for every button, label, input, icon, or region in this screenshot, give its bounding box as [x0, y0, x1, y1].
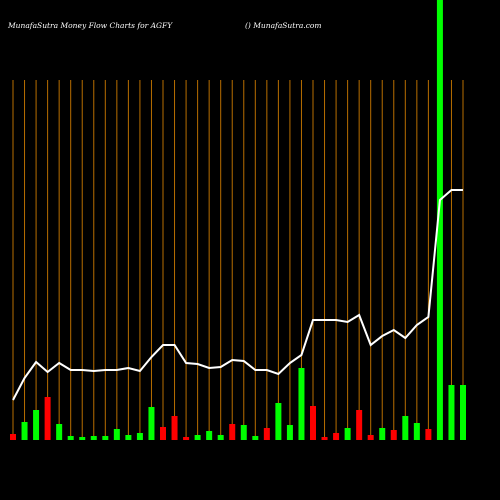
bar [90, 436, 97, 440]
bar [148, 407, 155, 440]
bar [310, 406, 316, 440]
bar [298, 368, 305, 440]
bar [448, 385, 455, 440]
bar [275, 403, 282, 440]
bar [333, 433, 340, 440]
bar [113, 429, 120, 440]
bar [344, 428, 351, 440]
price-line [12, 189, 463, 401]
bar [229, 424, 236, 440]
chart-subtitle: () MunafaSutra.com [245, 21, 322, 30]
bar [183, 437, 190, 440]
bar [44, 397, 51, 440]
bar [102, 436, 109, 440]
bar [217, 435, 224, 440]
bar [402, 416, 409, 440]
bar [79, 437, 86, 440]
bar [321, 437, 328, 440]
bar [460, 385, 466, 440]
bar [160, 427, 166, 440]
bar [33, 410, 40, 440]
bar [240, 425, 247, 440]
bar [367, 435, 374, 440]
bar [206, 431, 213, 440]
bar [356, 410, 363, 440]
bar [425, 429, 432, 440]
bar [379, 428, 386, 440]
bar [263, 428, 270, 440]
bar [413, 423, 420, 440]
bar [252, 436, 259, 440]
bar [136, 433, 143, 440]
bar [21, 422, 28, 440]
bar [67, 436, 74, 440]
bar [194, 435, 201, 440]
bar [125, 435, 132, 440]
bar [436, 0, 443, 440]
bar [10, 434, 16, 440]
bar [171, 416, 178, 440]
bar [56, 424, 63, 440]
chart-title: MunafaSutra Money Flow Charts for AGFY [7, 21, 173, 30]
bar [286, 425, 293, 440]
bar [390, 430, 397, 440]
